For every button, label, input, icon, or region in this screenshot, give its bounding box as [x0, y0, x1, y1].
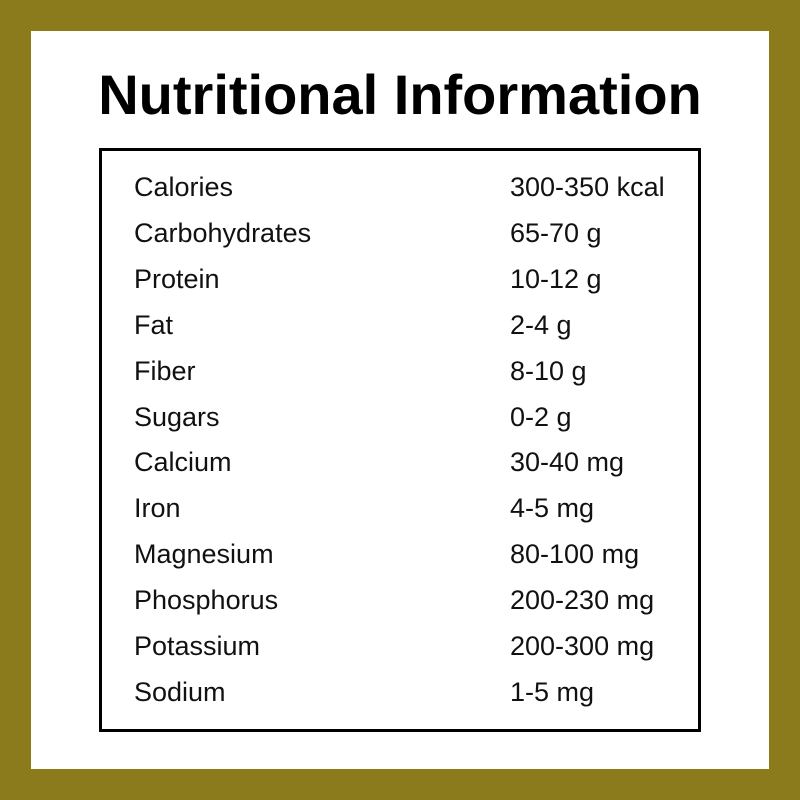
nutrient-value: 4-5 mg	[510, 493, 595, 524]
nutrient-label: Sodium	[134, 676, 226, 707]
table-row: Calcium 30-40 mg	[102, 439, 698, 485]
nutrient-label: Sugars	[134, 401, 220, 432]
nutrient-label: Carbohydrates	[134, 217, 312, 248]
nutrient-value: 300-350 kcal	[510, 172, 665, 202]
nutrient-label: Iron	[134, 493, 181, 524]
nutrition-table: Calories 300-350 kcal Carbohydrates 65-70 g…	[99, 148, 701, 732]
nutrient-label: Fat	[134, 309, 174, 340]
table-row: Magnesium 80-100 mg	[102, 531, 698, 577]
nutrient-value: 80-100 mg	[510, 539, 640, 570]
white-panel	[31, 31, 769, 769]
nutrient-value: 200-230 mg	[510, 585, 655, 616]
nutrient-label: Protein	[134, 263, 220, 294]
nutrient-label: Calcium	[134, 447, 232, 478]
nutrient-value: 1-5 mg	[510, 676, 595, 707]
table-row: Phosphorus 200-230 mg	[102, 577, 698, 623]
nutrient-value: 8-10 g	[510, 355, 587, 386]
nutrient-label: Phosphorus	[134, 585, 279, 616]
nutrient-value: 10-12 g	[510, 263, 602, 294]
nutrient-label: Calories	[134, 172, 234, 202]
table-row: Fiber 8-10 g	[102, 348, 698, 394]
nutrient-label: Fiber	[134, 355, 196, 386]
nutrient-label: Magnesium	[134, 539, 274, 570]
nutrient-value: 65-70 g	[510, 217, 602, 248]
table-row: Iron 4-5 mg	[102, 485, 698, 531]
table-row: Calories 300-350 kcal	[102, 164, 698, 210]
page-title: Nutritional Information	[98, 63, 702, 126]
nutrient-value: 30-40 mg	[510, 447, 625, 478]
table-row: Sodium 1-5 mg	[102, 669, 698, 715]
nutrient-label: Potassium	[134, 631, 261, 661]
nutrient-value: 0-2 g	[510, 401, 572, 432]
table-row: Potassium 200-300 mg	[102, 623, 698, 669]
table-row: Protein 10-12 g	[102, 256, 698, 302]
table-row: Carbohydrates 65-70 g	[102, 210, 698, 256]
nutrient-value: 200-300 mg	[510, 631, 655, 661]
table-row: Fat 2-4 g	[102, 302, 698, 348]
nutrient-value: 2-4 g	[510, 309, 572, 340]
table-row: Sugars 0-2 g	[102, 394, 698, 440]
